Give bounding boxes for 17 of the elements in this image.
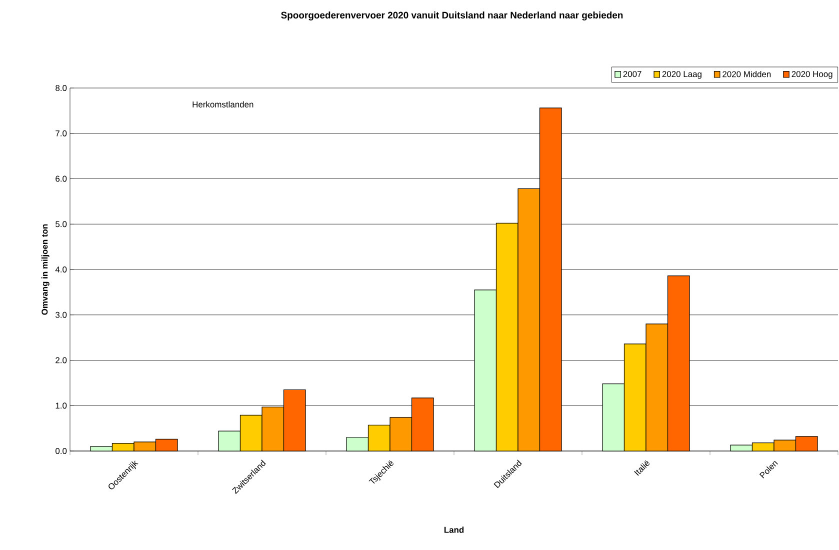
legend-label: 2020 Laag [662, 71, 702, 79]
y-tick-label: 8.0 [56, 85, 67, 91]
legend-label: 2020 Midden [722, 70, 771, 78]
y-tick-label: 0.0 [56, 448, 67, 454]
y-tick-label: 1.0 [56, 402, 67, 409]
y-tick-label: 6.0 [56, 176, 67, 182]
y-tick-label: 2.0 [56, 357, 67, 364]
y-tick-label: 5.0 [56, 221, 67, 228]
annotation: Herkomstlanden [192, 101, 254, 108]
x-axis-title: Land [444, 526, 464, 533]
y-tick-label: 7.0 [56, 130, 67, 136]
legend-label: 2020 Hoog [792, 71, 832, 79]
y-axis-title: Omvang in miljoen ton [41, 224, 50, 315]
chart-title: Spoorgoederenvervoer 2020 vanuit Duitsland naar Nederland naar gebieden [281, 12, 623, 20]
y-tick-label: 4.0 [55, 266, 67, 272]
legend-label: 2007 [623, 71, 642, 78]
y-tick-label: 3.0 [56, 312, 67, 318]
